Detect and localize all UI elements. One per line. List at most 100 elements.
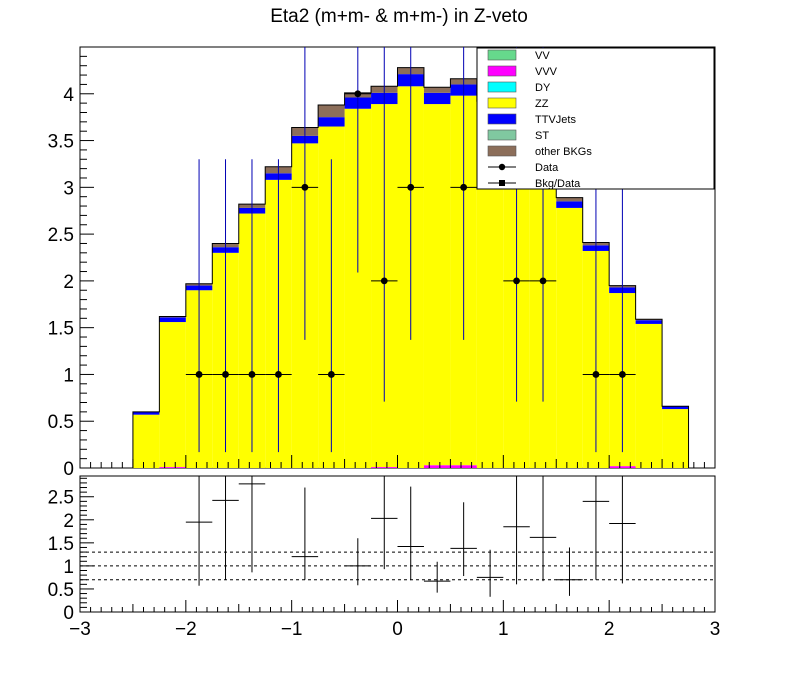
bar (556, 197, 583, 202)
legend-entry: VV (487, 49, 550, 62)
bar (609, 466, 636, 468)
legend-label: Bkg/Data (535, 178, 581, 190)
legend-entry: Data (488, 162, 559, 174)
x-tick-label: 3 (710, 619, 721, 640)
legend-label: ZZ (535, 98, 549, 110)
legend-swatch (487, 97, 517, 109)
y-tick-label: 2.5 (48, 225, 74, 246)
bar (132, 414, 160, 468)
ratio-y-tick-label: 1 (63, 557, 74, 578)
legend-swatch (487, 81, 517, 93)
legend-entry: DY (487, 81, 551, 94)
bar (662, 406, 689, 410)
x-tick-label: −3 (69, 619, 91, 640)
bar (318, 105, 345, 118)
data-point (301, 183, 309, 191)
bar (423, 87, 451, 93)
y-tick-label: 0 (63, 459, 74, 480)
data-point (539, 277, 547, 285)
y-tick-label: 2 (63, 272, 74, 293)
legend-label: Data (535, 162, 559, 174)
ratio-y-axis: 00.511.522.5 (48, 477, 94, 624)
legend-entry: Bkg/Data (488, 178, 581, 190)
legend-swatch (487, 129, 517, 141)
ratio-pad: 00.511.522.5 −3 −2 −1 0 1 2 3 (48, 475, 720, 640)
upper-pad: 00.511.522.533.54 VVVVVDYZZTTVJetsSTothe… (48, 46, 716, 480)
legend-box (476, 47, 715, 190)
legend-entry: TTVJets (487, 113, 576, 126)
x-tick-label: 0 (392, 619, 403, 640)
upper-y-axis: 0 0.5 1 1.5 2 2.5 3 3.5 4 (48, 55, 94, 480)
data-point (380, 277, 388, 285)
data-point (513, 277, 520, 285)
legend-swatch (487, 49, 517, 61)
bar (635, 320, 663, 324)
bar (423, 465, 451, 468)
bar (423, 92, 451, 105)
ratio-y-tick-label: 1.5 (48, 534, 74, 555)
y-tick-label: 1 (63, 365, 74, 386)
legend-label: VV (535, 50, 550, 62)
bar (318, 117, 345, 127)
legend-label: DY (535, 82, 551, 94)
data-point (592, 371, 600, 378)
ratio-frame (79, 475, 716, 613)
legend-swatch (487, 113, 517, 125)
bar (159, 467, 186, 468)
bar (132, 411, 160, 415)
ratio-x-axis: −3 −2 −1 0 1 2 3 (69, 600, 720, 640)
legend-label: other BKGs (535, 146, 592, 158)
data-point (327, 371, 335, 378)
data-point (222, 371, 229, 378)
stack-outline (80, 67, 715, 469)
legend-label: VVV (535, 66, 558, 78)
y-tick-label: 4 (63, 85, 74, 106)
y-tick-label: 1.5 (48, 319, 74, 340)
ratio-y-tick-label: 2.5 (48, 488, 74, 509)
data-point (618, 371, 626, 378)
bar (662, 409, 689, 468)
legend-marker (499, 180, 505, 186)
y-tick-label: 0.5 (48, 412, 74, 433)
bar (556, 201, 583, 208)
y-tick-label: 3.5 (48, 132, 74, 153)
legend-entry: ST (487, 129, 549, 142)
bar (159, 317, 186, 323)
upper-x-ticks (79, 455, 716, 468)
x-tick-label: −2 (175, 619, 197, 640)
legend-entry: VVV (487, 65, 558, 78)
legend-entry: other BKGs (487, 145, 592, 158)
bar (556, 207, 583, 468)
data-point (460, 183, 468, 191)
x-tick-label: 2 (604, 619, 615, 640)
x-tick-label: 1 (498, 619, 509, 640)
data-point (248, 371, 256, 378)
bar (450, 465, 477, 468)
legend-marker (498, 163, 506, 171)
legend-entry: ZZ (487, 97, 549, 110)
legend-swatch (487, 65, 517, 77)
data-point (275, 371, 282, 378)
data-point (354, 90, 362, 98)
legend-swatch (487, 145, 517, 157)
bar (635, 323, 663, 468)
bar (423, 104, 451, 466)
series-vvv (159, 465, 636, 468)
ratio-y-tick-label: 2 (63, 511, 74, 532)
chart-title: Eta2 (m+m- & m+m-) in Z-veto (270, 6, 528, 27)
x-tick-label: −1 (281, 619, 303, 640)
ratio-y-tick-label: 0 (63, 603, 74, 624)
ratio-y-tick-label: 0.5 (48, 580, 74, 601)
ratio-reference-lines (80, 551, 715, 581)
data-point (195, 371, 203, 378)
legend-label: ST (535, 130, 549, 142)
y-tick-label: 3 (63, 178, 74, 199)
data-point (407, 183, 415, 191)
ratio-points (185, 476, 636, 597)
bar (371, 467, 398, 468)
legend-label: TTVJets (535, 114, 576, 126)
bar (159, 322, 186, 468)
